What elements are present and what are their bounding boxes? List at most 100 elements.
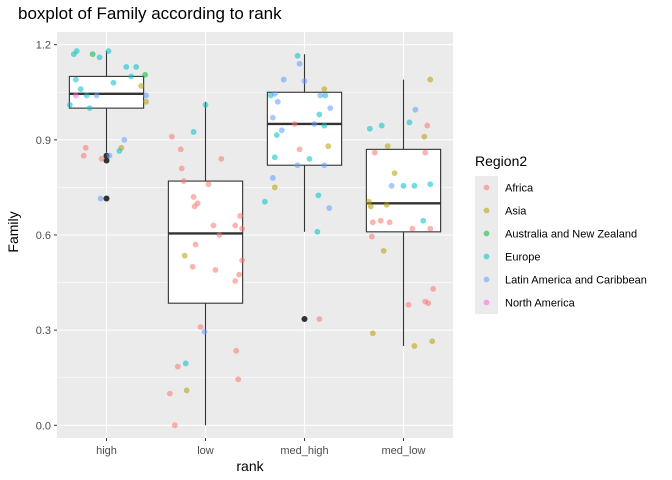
jitter-point: [73, 48, 80, 54]
jitter-point: [368, 233, 375, 240]
y-tick-label: 1.2: [36, 40, 51, 52]
jitter-point: [66, 102, 73, 108]
jitter-point: [367, 203, 374, 210]
jitter-point: [322, 92, 329, 99]
jitter-point: [422, 149, 429, 156]
jitter-point: [192, 241, 199, 248]
jitter-point: [143, 98, 150, 105]
legend-key-point: [483, 207, 490, 214]
jitter-point: [83, 92, 90, 99]
jitter-point: [236, 271, 243, 278]
y-tick-label: 0.3: [36, 325, 51, 337]
jitter-point: [278, 127, 285, 134]
jitter-point: [296, 146, 303, 153]
box-iqr: [365, 148, 442, 233]
jitter-point: [369, 330, 376, 337]
outlier-point: [103, 157, 110, 164]
jitter-point: [269, 114, 276, 121]
jitter-point: [400, 182, 407, 189]
jitter-point: [201, 328, 208, 335]
jitter-point: [80, 152, 87, 159]
jitter-point: [388, 182, 395, 189]
axes: 0.0 0.3 0.6 0.9 1.2 high low med_high med_low: [36, 40, 426, 457]
jitter-point: [110, 79, 117, 86]
jitter-point: [366, 125, 373, 132]
jitter-point: [121, 136, 128, 143]
jitter-point: [411, 343, 418, 349]
jitter-point: [384, 143, 391, 150]
jitter-point: [420, 217, 427, 224]
jitter-point: [294, 52, 301, 59]
jitter-point: [262, 198, 268, 205]
outlier-point: [301, 316, 308, 323]
jitter-point: [383, 201, 390, 208]
jitter-point: [315, 192, 322, 199]
jitter-point: [239, 225, 246, 232]
legend: Region2 Africa Asia Australia and New Zeal…: [475, 153, 647, 314]
jitter-point: [86, 105, 93, 112]
boxplot-med_low: [365, 79, 442, 347]
jitter-point: [197, 324, 204, 330]
jitter-point: [190, 129, 197, 135]
jitter-point: [377, 217, 384, 224]
jitter-point: [271, 184, 278, 191]
jitter-point: [280, 76, 287, 83]
jitter-point: [427, 181, 434, 188]
jitter-point: [406, 119, 413, 126]
x-tick-label-low: low: [197, 445, 214, 457]
jitter-point: [301, 78, 308, 85]
jitter-point: [98, 155, 105, 162]
jitter-point: [405, 301, 412, 308]
jitter-point: [325, 143, 332, 150]
jitter-point: [189, 263, 196, 270]
boxplot-high: [68, 51, 145, 202]
jitter-point: [205, 181, 212, 188]
jitter-point: [93, 92, 100, 99]
jitter-point: [237, 213, 244, 219]
chart-title: boxplot of Family according to rank: [18, 4, 282, 23]
x-tick-label-med_high: med_high: [280, 445, 328, 457]
jitter-point: [72, 92, 79, 99]
jitter-point: [294, 162, 301, 169]
jitter-point: [106, 152, 113, 159]
jitter-point: [327, 105, 334, 112]
boxplot-low: [167, 101, 244, 426]
jitter-point: [191, 203, 198, 210]
jitter-point: [174, 363, 181, 370]
box-iqr: [167, 180, 244, 304]
jitter-point: [232, 222, 239, 229]
jitter-point: [314, 228, 321, 235]
jitter-point: [411, 182, 418, 189]
jitter-point: [321, 86, 328, 92]
jitter-point: [97, 195, 104, 202]
jitter-point: [371, 149, 378, 156]
jitter-point: [271, 90, 278, 97]
jitter-point: [77, 86, 84, 92]
jitter-point: [183, 387, 190, 394]
jitter-point: [409, 225, 416, 232]
legend-item-asia: Asia: [475, 199, 527, 222]
jitter-point: [429, 338, 436, 345]
jitter-point: [116, 148, 123, 154]
y-tick-label: 0.6: [36, 230, 51, 242]
jitter-point: [232, 278, 239, 284]
jitter-point: [369, 219, 376, 226]
jitter-point: [271, 154, 278, 161]
legend-label: Latin America and Caribbean: [505, 275, 647, 287]
jitter-point: [321, 162, 328, 169]
plot-data: [66, 48, 442, 429]
jitter-point: [210, 222, 217, 229]
legend-key-point: [483, 230, 490, 237]
jitter-point: [166, 390, 173, 397]
jitter-point: [212, 266, 219, 273]
jitter-point: [380, 247, 387, 254]
jitter-point: [178, 165, 185, 172]
jitter-point: [202, 102, 209, 108]
jitter-point: [218, 155, 225, 162]
jitter-point: [412, 106, 419, 113]
y-tick-label: 0.9: [36, 135, 51, 147]
x-tick-label-high: high: [96, 445, 117, 457]
outlier-point: [103, 195, 110, 202]
jitter-point: [72, 76, 79, 83]
